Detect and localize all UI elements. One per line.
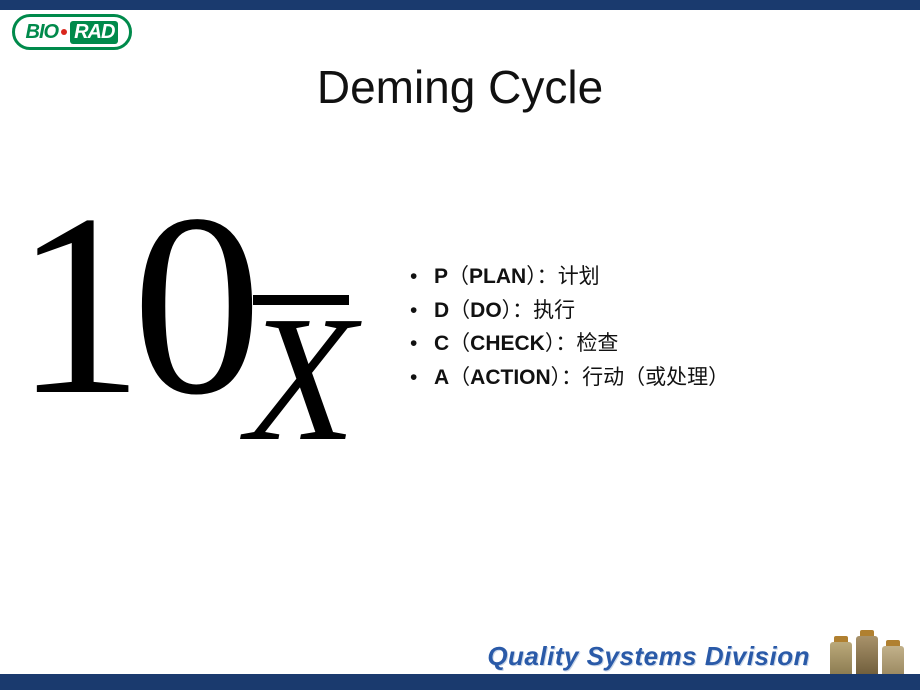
- formula-ten: 10: [14, 195, 250, 416]
- list-item: C（CHECK）：检查: [410, 327, 890, 361]
- list-item: P（PLAN）：计划: [410, 260, 890, 294]
- bullet-desc: 行动（或处理）: [582, 366, 729, 389]
- bullet-desc: 执行: [533, 299, 575, 322]
- bottom-accent-bar: [0, 674, 920, 690]
- bottle-icon: [856, 636, 878, 676]
- bullet-word: PLAN: [469, 265, 526, 288]
- bullet-letter: P: [434, 265, 448, 288]
- formula-xbar: X: [246, 295, 356, 464]
- bullet-word: DO: [470, 299, 502, 322]
- bullet-list: P（PLAN）：计划 D（DO）：执行 C（CHECK）：检查 A（ACTION…: [410, 260, 890, 394]
- bullet-letter: D: [434, 299, 449, 322]
- brand-logo: BIO RAD: [12, 14, 132, 50]
- bullet-word: ACTION: [470, 366, 551, 389]
- logo-text-bio: BIO: [26, 21, 59, 44]
- bullet-letter: A: [434, 366, 449, 389]
- top-accent-bar: [0, 0, 920, 10]
- footer-division-label: Quality Systems Division: [487, 641, 810, 672]
- bullet-letter: C: [434, 332, 449, 355]
- bottles-graphic: [830, 636, 904, 676]
- logo-dot-icon: [61, 29, 67, 35]
- formula-graphic: 10 X: [14, 195, 394, 515]
- bullet-desc: 计划: [558, 265, 600, 288]
- bullet-word: CHECK: [470, 332, 545, 355]
- logo-text-rad: RAD: [70, 21, 118, 44]
- formula-x: X: [246, 293, 356, 464]
- bottle-icon: [882, 646, 904, 676]
- list-item: A（ACTION）：行动（或处理）: [410, 361, 890, 395]
- slide-title: Deming Cycle: [0, 60, 920, 114]
- bullet-desc: 检查: [576, 332, 618, 355]
- list-item: D（DO）：执行: [410, 294, 890, 328]
- bottle-icon: [830, 642, 852, 676]
